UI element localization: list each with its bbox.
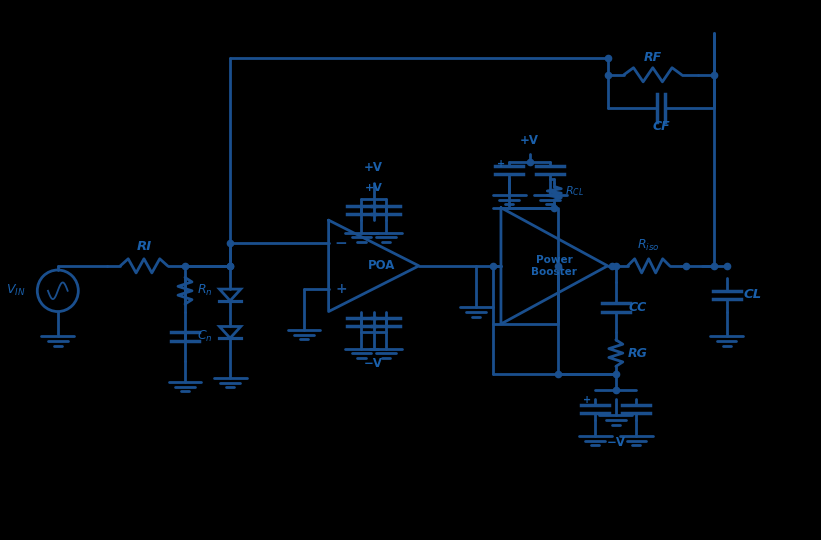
Text: CF: CF: [652, 120, 670, 133]
Text: +V: +V: [521, 134, 539, 147]
Text: $C_n$: $C_n$: [197, 329, 213, 344]
Text: RI: RI: [136, 240, 152, 253]
Text: +V: +V: [365, 161, 383, 174]
Text: $V_{IN}$: $V_{IN}$: [6, 283, 25, 298]
Text: $R_{iso}$: $R_{iso}$: [637, 238, 660, 253]
Text: CC: CC: [628, 301, 646, 314]
Text: $R_{CL}$: $R_{CL}$: [565, 184, 584, 198]
Text: RF: RF: [644, 51, 662, 64]
Text: +: +: [497, 159, 505, 168]
Text: +: +: [583, 395, 591, 406]
Text: POA: POA: [369, 259, 396, 272]
Text: +: +: [335, 282, 346, 296]
Text: RG: RG: [628, 347, 648, 360]
Text: −V: −V: [365, 357, 383, 370]
Text: −: −: [334, 235, 347, 251]
Text: Power
Booster: Power Booster: [531, 255, 577, 276]
Text: CL: CL: [743, 288, 761, 301]
Text: +V: +V: [365, 183, 383, 193]
Text: $R_n$: $R_n$: [197, 283, 213, 298]
Text: −V: −V: [607, 436, 626, 449]
